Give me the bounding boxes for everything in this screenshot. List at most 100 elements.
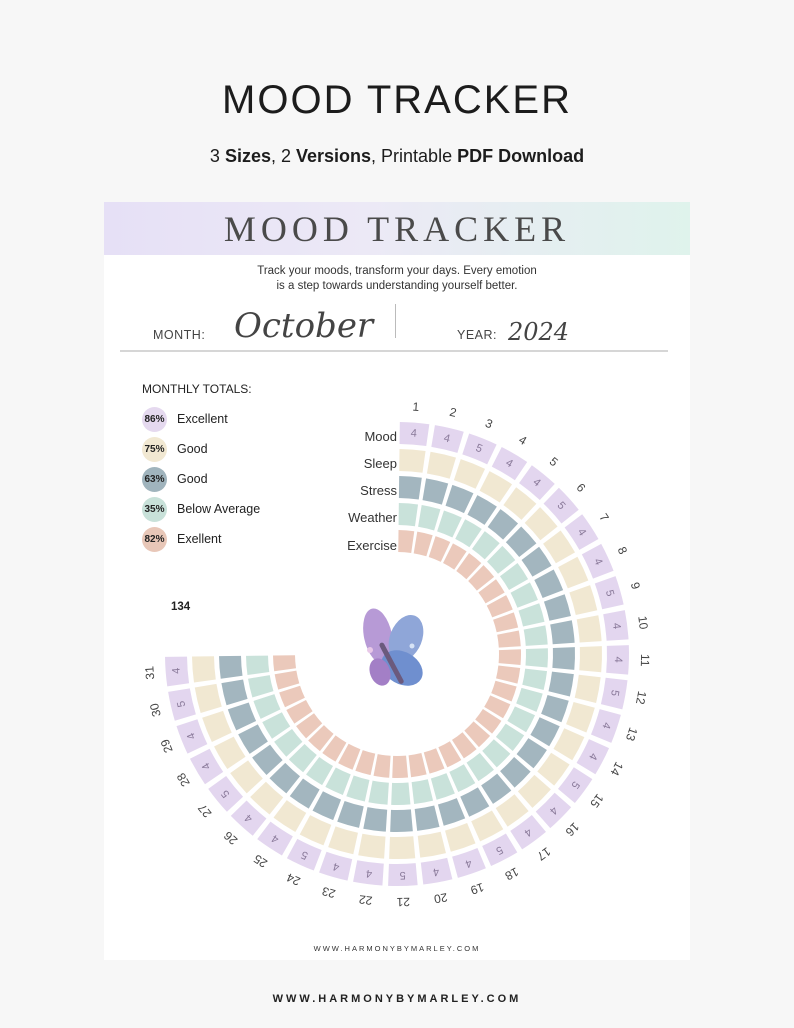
wheel-cell-exercise-day-2[interactable] (413, 531, 433, 557)
wheel-cell-sleep-day-17[interactable] (495, 794, 529, 827)
wheel-cell-sleep-day-14[interactable] (553, 728, 585, 761)
wheel-cell-sleep-day-10[interactable] (576, 615, 602, 643)
wheel-cell-mood-day-14[interactable] (576, 739, 610, 775)
wheel-cell-mood-day-17[interactable] (510, 815, 546, 850)
wheel-cell-sleep-day-5[interactable] (503, 487, 537, 520)
wheel-cell-mood-day-10[interactable] (603, 610, 629, 641)
wheel-cell-exercise-day-5[interactable] (456, 553, 482, 580)
wheel-cell-exercise-day-18[interactable] (438, 741, 462, 768)
wheel-cell-exercise-day-23[interactable] (355, 750, 376, 776)
wheel-cell-exercise-day-15[interactable] (475, 709, 502, 734)
wheel-cell-stress-day-23[interactable] (337, 800, 364, 828)
wheel-cell-sleep-day-28[interactable] (214, 736, 246, 770)
wheel-cell-sleep-day-15[interactable] (537, 752, 570, 786)
wheel-cell-exercise-day-25[interactable] (322, 735, 347, 762)
wheel-cell-sleep-day-2[interactable] (426, 451, 456, 479)
wheel-cell-mood-day-29[interactable] (176, 719, 208, 754)
wheel-cell-stress-day-24[interactable] (312, 791, 342, 821)
wheel-cell-stress-day-17[interactable] (481, 773, 512, 804)
wheel-cell-weather-day-31[interactable] (246, 655, 270, 676)
wheel-cell-mood-day-4[interactable] (491, 446, 528, 481)
wheel-cell-sleep-day-31[interactable] (192, 656, 216, 683)
wheel-cell-exercise-day-30[interactable] (274, 670, 300, 690)
wheel-cell-sleep-day-12[interactable] (574, 674, 601, 703)
wheel-cell-mood-day-28[interactable] (189, 748, 224, 785)
wheel-cell-mood-day-27[interactable] (208, 776, 244, 812)
wheel-cell-exercise-day-24[interactable] (338, 743, 361, 770)
wheel-cell-stress-day-12[interactable] (548, 671, 574, 697)
wheel-cell-stress-day-9[interactable] (543, 594, 571, 621)
wheel-cell-stress-day-20[interactable] (414, 805, 440, 831)
wheel-cell-exercise-day-28[interactable] (286, 700, 313, 724)
wheel-cell-exercise-day-17[interactable] (452, 732, 477, 759)
wheel-cell-weather-day-3[interactable] (437, 510, 462, 538)
wheel-cell-mood-day-12[interactable] (600, 677, 628, 710)
wheel-cell-mood-day-16[interactable] (535, 792, 572, 829)
wheel-cell-stress-day-18[interactable] (460, 787, 490, 817)
wheel-cell-exercise-day-26[interactable] (308, 725, 334, 752)
wheel-cell-sleep-day-29[interactable] (202, 710, 232, 743)
wheel-cell-sleep-day-18[interactable] (471, 810, 504, 842)
wheel-cell-weather-day-16[interactable] (482, 739, 511, 768)
wheel-cell-weather-day-30[interactable] (248, 675, 274, 698)
wheel-cell-stress-day-2[interactable] (422, 478, 449, 505)
wheel-cell-sleep-day-7[interactable] (543, 530, 576, 564)
wheel-cell-sleep-day-23[interactable] (328, 826, 358, 855)
wheel-cell-mood-day-2[interactable] (431, 425, 464, 453)
wheel-cell-sleep-day-6[interactable] (524, 507, 558, 541)
wheel-cell-weather-day-20[interactable] (411, 779, 434, 805)
wheel-cell-weather-day-17[interactable] (466, 752, 494, 782)
wheel-cell-weather-day-23[interactable] (346, 775, 370, 802)
wheel-cell-exercise-day-13[interactable] (491, 680, 517, 702)
year-value[interactable]: 2024 (508, 318, 570, 346)
wheel-cell-exercise-day-16[interactable] (464, 721, 491, 748)
wheel-cell-weather-day-1[interactable] (398, 503, 419, 527)
wheel-cell-exercise-day-29[interactable] (279, 685, 305, 708)
wheel-cell-sleep-day-27[interactable] (230, 760, 263, 794)
wheel-cell-mood-day-18[interactable] (482, 833, 518, 867)
wheel-cell-weather-day-15[interactable] (495, 723, 525, 751)
wheel-cell-mood-day-7[interactable] (564, 514, 599, 550)
wheel-cell-stress-day-26[interactable] (269, 762, 301, 794)
wheel-cell-weather-day-4[interactable] (455, 519, 482, 548)
wheel-cell-mood-day-8[interactable] (581, 543, 614, 579)
wheel-cell-sleep-day-30[interactable] (194, 683, 222, 713)
wheel-cell-weather-day-9[interactable] (518, 603, 545, 627)
wheel-cell-stress-day-30[interactable] (221, 679, 248, 706)
wheel-cell-weather-day-8[interactable] (510, 582, 538, 608)
wheel-cell-exercise-day-7[interactable] (478, 579, 505, 604)
wheel-cell-stress-day-27[interactable] (252, 744, 283, 776)
wheel-cell-stress-day-7[interactable] (521, 546, 552, 577)
wheel-cell-weather-day-10[interactable] (523, 625, 548, 646)
wheel-cell-sleep-day-24[interactable] (299, 815, 332, 846)
wheel-cell-weather-day-12[interactable] (522, 668, 548, 691)
wheel-cell-sleep-day-4[interactable] (479, 471, 513, 503)
wheel-cell-mood-day-24[interactable] (286, 838, 322, 871)
wheel-cell-weather-day-11[interactable] (525, 648, 549, 668)
wheel-cell-sleep-day-21[interactable] (389, 836, 416, 860)
wheel-cell-weather-day-19[interactable] (430, 773, 455, 800)
wheel-cell-exercise-day-12[interactable] (496, 665, 521, 684)
wheel-cell-weather-day-5[interactable] (471, 531, 500, 560)
wheel-cell-mood-day-3[interactable] (462, 433, 497, 465)
wheel-cell-mood-day-11[interactable] (606, 645, 630, 675)
wheel-cell-stress-day-31[interactable] (219, 655, 243, 679)
wheel-cell-weather-day-26[interactable] (288, 744, 317, 773)
wheel-cell-mood-day-21[interactable] (388, 863, 418, 887)
wheel-cell-sleep-day-3[interactable] (453, 459, 486, 489)
wheel-cell-weather-day-25[interactable] (306, 756, 334, 786)
wheel-cell-weather-day-28[interactable] (262, 712, 291, 739)
wheel-cell-stress-day-6[interactable] (505, 526, 537, 558)
wheel-cell-exercise-day-27[interactable] (296, 713, 323, 739)
wheel-cell-mood-day-23[interactable] (319, 851, 353, 881)
wheel-cell-sleep-day-22[interactable] (358, 833, 386, 859)
wheel-cell-sleep-day-19[interactable] (445, 823, 476, 852)
wheel-cell-mood-day-1[interactable] (399, 422, 430, 447)
wheel-cell-exercise-day-9[interactable] (493, 612, 519, 633)
wheel-cell-stress-day-22[interactable] (363, 807, 388, 832)
wheel-cell-mood-day-31[interactable] (165, 656, 190, 687)
wheel-cell-sleep-day-20[interactable] (417, 831, 446, 858)
wheel-cell-weather-day-7[interactable] (499, 563, 529, 591)
wheel-cell-mood-day-20[interactable] (420, 857, 453, 885)
wheel-cell-exercise-day-4[interactable] (443, 543, 467, 570)
